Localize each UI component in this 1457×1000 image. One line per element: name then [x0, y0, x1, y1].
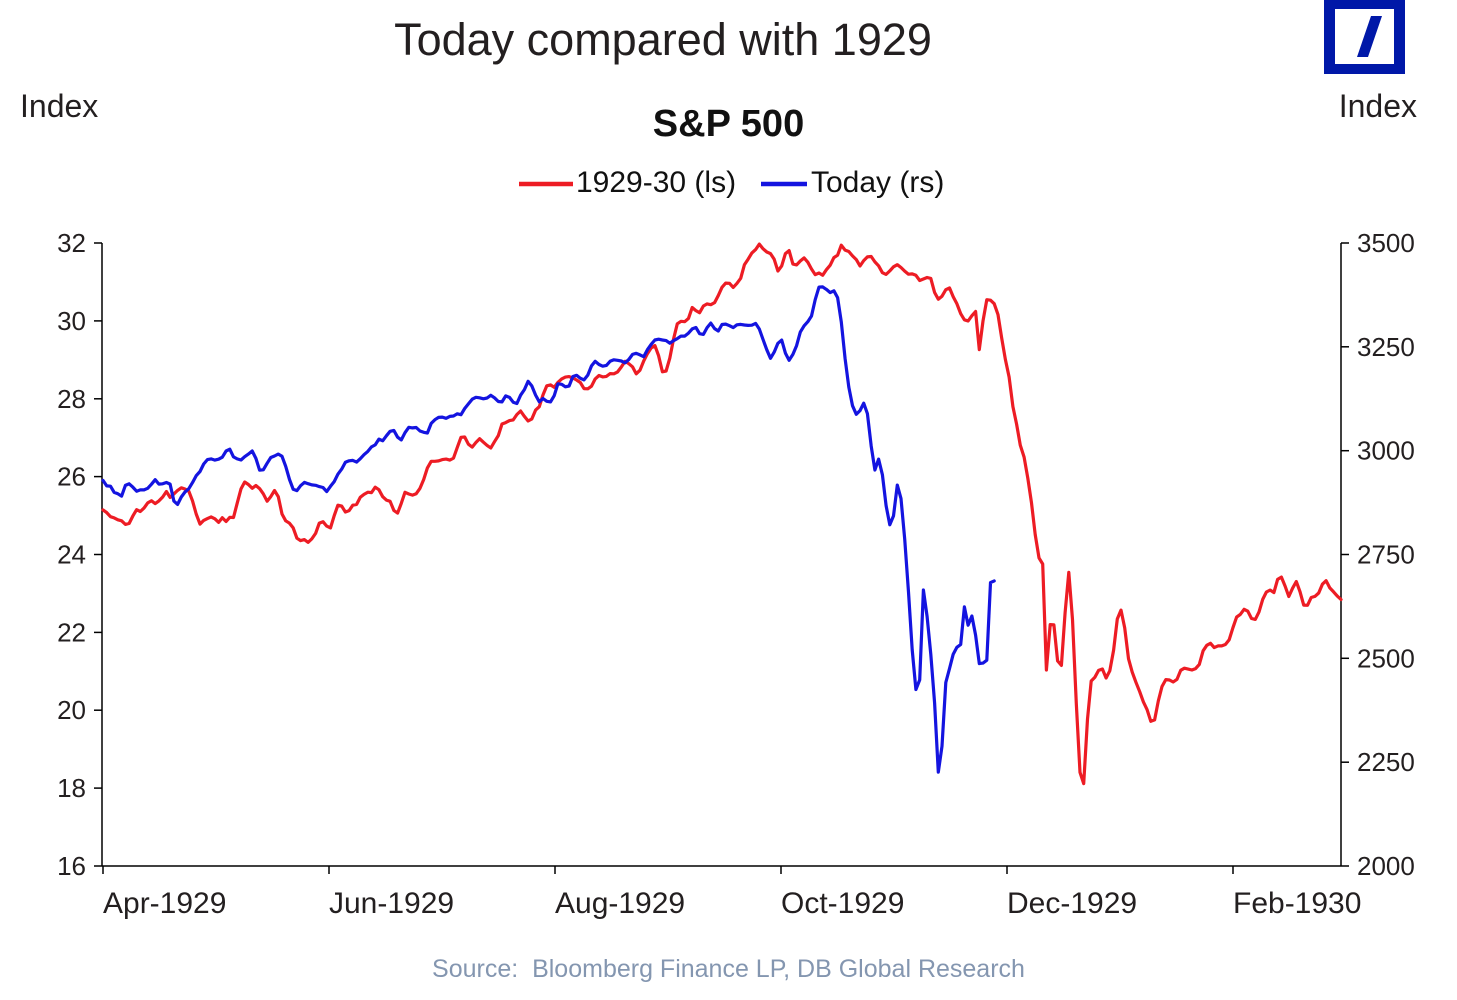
svg-text:18: 18 — [57, 773, 86, 803]
svg-text:Oct-1929: Oct-1929 — [781, 887, 904, 920]
svg-text:20: 20 — [57, 695, 86, 725]
svg-text:3000: 3000 — [1357, 436, 1415, 466]
svg-text:16: 16 — [57, 851, 86, 881]
svg-text:Jun-1929: Jun-1929 — [329, 887, 454, 920]
svg-text:24: 24 — [57, 540, 86, 570]
svg-text:Feb-1930: Feb-1930 — [1233, 887, 1361, 920]
svg-text:Aug-1929: Aug-1929 — [555, 887, 685, 920]
svg-text:2500: 2500 — [1357, 643, 1415, 673]
svg-text:2000: 2000 — [1357, 851, 1415, 881]
svg-text:2250: 2250 — [1357, 747, 1415, 777]
svg-text:28: 28 — [57, 384, 86, 414]
svg-text:30: 30 — [57, 306, 86, 336]
svg-text:Dec-1929: Dec-1929 — [1007, 887, 1137, 920]
svg-text:2750: 2750 — [1357, 540, 1415, 570]
svg-text:32: 32 — [57, 228, 86, 258]
svg-text:22: 22 — [57, 617, 86, 647]
svg-text:3250: 3250 — [1357, 332, 1415, 362]
svg-text:Apr-1929: Apr-1929 — [103, 887, 226, 920]
svg-text:3500: 3500 — [1357, 228, 1415, 258]
svg-text:26: 26 — [57, 462, 86, 492]
